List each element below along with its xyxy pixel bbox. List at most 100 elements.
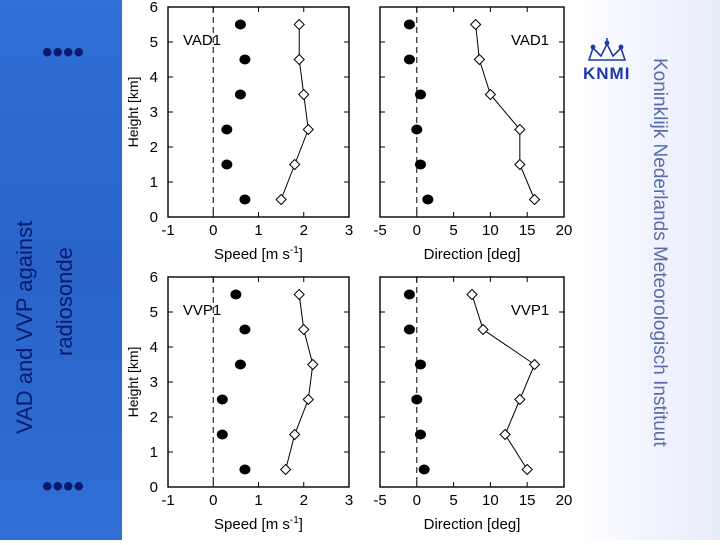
x-tick-label: 3 bbox=[345, 222, 353, 239]
data-point-circle bbox=[418, 464, 430, 475]
series-2-open-diamond bbox=[279, 288, 319, 476]
data-point-diamond bbox=[275, 193, 287, 206]
chart-panel-2: -5 0 5 10 15 20 VAD1 Direction [deg] bbox=[373, 6, 572, 263]
data-point-circle bbox=[403, 54, 415, 65]
series-1-filled-circle bbox=[221, 19, 251, 205]
series-line bbox=[285, 294, 314, 470]
data-point-circle bbox=[422, 194, 434, 205]
x-tick-label: -1 bbox=[161, 222, 174, 239]
x-tick-label: 1 bbox=[254, 492, 262, 509]
series-line bbox=[471, 294, 536, 470]
x-tick-label: 5 bbox=[449, 222, 457, 239]
slide-title-area: •••• VAD and VVP against radiosonde •••• bbox=[0, 0, 122, 540]
data-point-diamond bbox=[469, 18, 482, 31]
bullet-dots-bottom: •••• bbox=[42, 470, 85, 503]
bullet-dots-top: •••• bbox=[42, 36, 85, 69]
series-2-open-diamond bbox=[469, 18, 541, 206]
data-point-diamond bbox=[279, 463, 292, 476]
x-axis-label: Direction [deg] bbox=[424, 246, 521, 263]
x-tick-label: 15 bbox=[519, 492, 536, 509]
x-tick-label: 3 bbox=[345, 492, 353, 509]
data-point-circle bbox=[230, 289, 242, 300]
data-point-circle bbox=[216, 394, 228, 405]
left-title-panel bbox=[0, 0, 122, 540]
x-tick-label: 10 bbox=[482, 492, 499, 509]
y-tick-label: 5 bbox=[150, 34, 158, 51]
data-point-diamond bbox=[293, 288, 305, 301]
y-axis-label: Height [km] bbox=[125, 347, 141, 418]
data-point-circle bbox=[239, 54, 251, 65]
slide-title-line2: radiosonde bbox=[52, 247, 77, 356]
x-axis-label: Direction [deg] bbox=[424, 516, 521, 533]
data-point-diamond bbox=[528, 193, 541, 206]
x-tick-label: 2 bbox=[300, 222, 308, 239]
x-axis-label: Speed [m s-1] bbox=[214, 515, 303, 533]
y-tick-label: 1 bbox=[150, 174, 158, 191]
data-point-circle bbox=[216, 429, 228, 440]
institute-name: Koninklijk Nederlands Meteorologisch Ins… bbox=[649, 58, 670, 447]
series-2-open-diamond bbox=[466, 288, 541, 476]
data-point-circle bbox=[403, 324, 415, 335]
data-point-circle bbox=[414, 359, 426, 370]
x-tick-label: 0 bbox=[209, 492, 217, 509]
data-point-diamond bbox=[293, 18, 305, 31]
data-point-circle bbox=[239, 464, 251, 475]
data-point-diamond bbox=[528, 358, 541, 371]
data-point-circle bbox=[234, 89, 246, 100]
y-tick-label: 0 bbox=[150, 479, 158, 496]
right-brand-panel bbox=[578, 0, 720, 540]
series-line bbox=[280, 24, 309, 200]
data-point-circle bbox=[234, 359, 246, 370]
data-point-diamond bbox=[298, 88, 310, 101]
series-2-open-diamond bbox=[275, 18, 314, 206]
panel-title: VVP1 bbox=[511, 302, 549, 319]
slide-title-line1: VAD and VVP against bbox=[12, 220, 37, 434]
y-tick-label: 2 bbox=[150, 409, 158, 426]
data-point-circle bbox=[239, 324, 251, 335]
plot-frame bbox=[167, 276, 350, 488]
data-point-circle bbox=[414, 159, 426, 170]
data-point-circle bbox=[221, 159, 233, 170]
data-point-diamond bbox=[293, 53, 305, 66]
panel-title: VVP1 bbox=[183, 302, 221, 319]
y-tick-label: 3 bbox=[150, 104, 158, 121]
data-point-diamond bbox=[514, 158, 526, 171]
x-tick-label: 0 bbox=[413, 492, 421, 509]
x-tick-label: 20 bbox=[556, 492, 573, 509]
data-point-diamond bbox=[302, 393, 314, 406]
charts-area: -1 0 1 2 3 0 1 2 3 4 5 6 VAD1 Speed [m s-1] Height [km… bbox=[122, 0, 578, 540]
data-point-circle bbox=[411, 124, 423, 135]
crown-logo-icon bbox=[587, 38, 627, 61]
x-tick-label: 2 bbox=[300, 492, 308, 509]
y-tick-label: 2 bbox=[150, 139, 158, 156]
y-tick-label: 0 bbox=[150, 209, 158, 226]
x-tick-label: 5 bbox=[449, 492, 457, 509]
data-point-circle bbox=[414, 429, 426, 440]
y-tick-label: 3 bbox=[150, 374, 158, 391]
data-point-diamond bbox=[514, 123, 526, 136]
y-tick-label: 4 bbox=[150, 339, 158, 356]
x-axis-label: Speed [m s-1] bbox=[214, 245, 303, 263]
data-point-diamond bbox=[499, 428, 511, 441]
data-point-diamond bbox=[514, 393, 526, 406]
x-tick-label: 0 bbox=[413, 222, 421, 239]
data-point-diamond bbox=[521, 463, 533, 476]
x-tick-label: -5 bbox=[373, 492, 386, 509]
data-point-circle bbox=[403, 19, 415, 30]
x-tick-label: -1 bbox=[161, 492, 174, 509]
y-tick-label: 1 bbox=[150, 444, 158, 461]
data-point-circle bbox=[403, 289, 415, 300]
data-point-diamond bbox=[473, 53, 486, 66]
data-point-diamond bbox=[288, 158, 301, 171]
y-tick-label: 4 bbox=[150, 69, 158, 86]
y-tick-label: 6 bbox=[150, 0, 158, 16]
series-line bbox=[475, 24, 536, 200]
series-1-filled-circle bbox=[403, 289, 430, 475]
panel-title: VAD1 bbox=[183, 32, 221, 49]
data-point-circle bbox=[414, 89, 426, 100]
data-point-circle bbox=[239, 194, 251, 205]
data-point-diamond bbox=[466, 288, 478, 301]
